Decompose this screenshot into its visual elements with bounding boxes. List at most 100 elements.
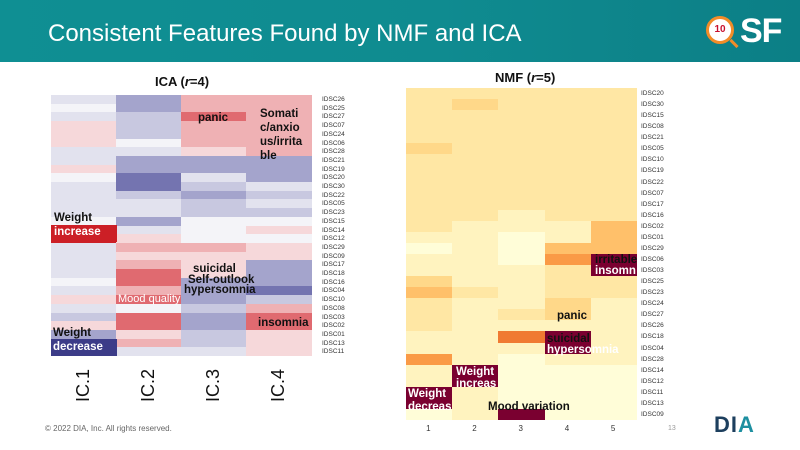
ica-ann-suicidal: suicidal [193,263,236,275]
ica-heatmap-cell [246,234,312,244]
ica-row-label: IDSC10 [322,296,345,304]
nmf-heatmap-cell [406,397,453,410]
nmf-ann-insomnia: insomn [595,265,636,277]
ica-heatmap-cell [116,338,182,348]
nmf-heatmap-cell [590,254,638,266]
nmf-heatmap-cell [544,88,592,100]
ica-heatmap-cell [246,295,312,305]
nmf-heatmap-cell [406,287,453,299]
ica-heatmap-cell [181,269,247,279]
ica-heatmap-cell [51,260,117,270]
nmf-column-label: 3 [518,424,523,433]
ica-heatmap-cell [116,182,182,192]
ica-heatmap-cell [181,173,247,183]
ica-heatmap-cell [51,321,117,331]
nmf-heatmap-cell [452,309,499,321]
nmf-heatmap-cell [406,353,453,366]
ica-heatmap-cell [51,216,117,226]
ica-heatmap-cell [246,147,312,157]
nmf-heatmap-cell [590,198,638,211]
nmf-row-label: IDSC25 [641,278,664,286]
nmf-heatmap-cell [406,165,453,178]
ica-ann-weight-increase: Weight [54,212,93,224]
ica-heatmap-cell [246,182,312,192]
ica-row-label: IDSC19 [322,165,345,173]
nmf-row-label: IDSC06 [641,256,664,263]
nmf-heatmap-cell [498,176,546,189]
nmf-heatmap-cell [544,198,592,211]
ica-row-label: IDSC18 [322,270,345,277]
ica-row-label: IDSC02 [322,322,345,330]
ica-heatmap-cell [181,155,247,166]
ica-row-label: IDSC26 [322,96,345,103]
ica-heatmap-cell [181,121,247,131]
ica-heatmap-cell [181,321,247,331]
nmf-heatmap-cell [590,287,638,299]
nmf-heatmap-cell [452,375,499,388]
nmf-row-label: IDSC13 [641,399,664,407]
ica-column-label: IC.1 [72,368,93,402]
nmf-heatmap-cell [544,254,592,266]
ica-heatmap-cell [116,347,182,357]
nmf-heatmap-cell [498,121,546,133]
nmf-heatmap-cell [590,242,638,255]
ica-heatmap-cell [116,234,182,244]
nmf-heatmap-cell [544,209,592,222]
ica-heatmap-cell [116,329,182,340]
nmf-heatmap-cell [590,375,638,388]
page-number: 13 [668,425,676,432]
nmf-heatmap-cell [452,386,499,399]
nmf-heatmap-cell [544,287,592,299]
nmf-heatmap-cell [498,88,546,100]
nmf-heatmap-cell [452,187,499,200]
nmf-heatmap-cell [406,110,453,122]
ica-row-label: IDSC15 [322,217,345,225]
ica-column-label: IC.4 [267,368,288,402]
ica-heatmap-cell [116,95,182,105]
nmf-heatmap-cell [498,309,546,321]
nmf-heatmap-cell [590,121,638,133]
nmf-heatmap-cell [452,353,499,366]
nmf-row-label: IDSC24 [641,300,664,308]
ica-row-label: IDSC03 [322,313,345,321]
nmf-heatmap-cell [406,231,453,244]
ica-heatmap-cell [51,329,117,340]
ica-heatmap-cell [246,129,312,139]
ica-heatmap-cell [116,138,182,148]
nmf-heatmap-cell [544,143,592,155]
ica-row-label: IDSC01 [322,330,345,338]
ica-heatmap-cell [51,121,117,131]
ica-heatmap-cell [181,216,247,226]
nmf-heatmap-cell [544,242,592,255]
ica-heatmap-cell [246,329,312,340]
nmf-heatmap-cell [498,99,546,111]
nmf-heatmap-cell [452,220,499,233]
nmf-heatmap-cell [590,408,638,421]
ica-heatmap-cell [51,295,117,305]
nmf-ann-weight-increase: Weight [456,366,495,378]
ica-row-label: IDSC17 [322,261,345,269]
nmf-heatmap-cell [406,198,453,211]
ica-heatmap-cell [246,121,312,131]
ica-heatmap-cell [246,225,312,235]
ica-row-label: IDSC28 [322,148,345,156]
ica-heatmap-cell [181,95,247,105]
nmf-heatmap-cell [406,132,453,144]
ica-heatmap-cell [181,312,247,322]
nmf-heatmap-cell [544,231,592,244]
nmf-heatmap-cell [452,242,499,255]
dia-logo: DIA [714,412,755,438]
nmf-heatmap-cell [406,154,453,166]
nmf-row-label: IDSC08 [641,123,664,131]
ica-heatmap-cell [51,95,117,105]
nmf-ann-panic: panic [557,310,588,322]
ica-heatmap-cell [51,242,117,253]
title-banner: Consistent Features Found by NMF and ICA… [0,0,800,62]
nmf-row-label: IDSC03 [641,267,664,275]
nmf-heatmap-cell [452,342,499,355]
nmf-column-label: 5 [610,424,616,433]
ica-heatmap-cell [51,208,117,218]
nmf-heatmap-cell [452,165,499,178]
nmf-heatmap-cell [590,397,638,410]
nmf-heatmap-cell [498,331,546,344]
